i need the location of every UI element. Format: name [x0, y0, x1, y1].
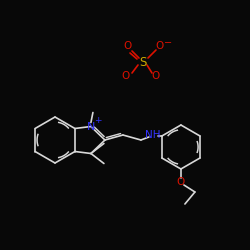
Text: −: −	[164, 38, 172, 48]
Text: O: O	[152, 71, 160, 81]
Text: O: O	[156, 41, 164, 51]
Text: O: O	[177, 177, 185, 187]
Text: N: N	[87, 122, 95, 132]
Text: O: O	[122, 71, 130, 81]
Text: O: O	[123, 41, 131, 51]
Text: +: +	[94, 116, 102, 125]
Text: NH: NH	[145, 130, 161, 140]
Text: S: S	[139, 56, 147, 68]
